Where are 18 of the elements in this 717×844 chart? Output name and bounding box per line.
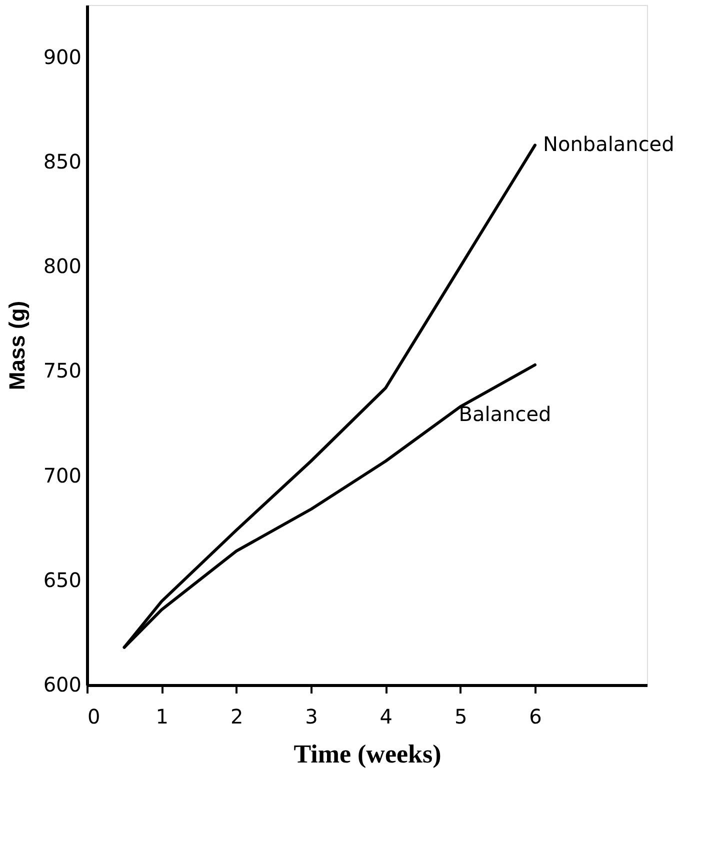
x-axis-title: Time (weeks)	[294, 740, 442, 768]
x-tick-label: 0	[88, 704, 100, 728]
x-tick-label: 1	[156, 704, 169, 728]
y-tick-label: 600	[43, 672, 82, 696]
y-tick-label: 650	[43, 568, 82, 592]
series-label: Nonbalanced	[543, 132, 674, 156]
x-tick-label: 3	[305, 704, 318, 728]
y-tick-label: 750	[43, 358, 82, 383]
y-tick-label: 850	[43, 149, 82, 174]
y-tick-label: 900	[43, 44, 82, 69]
series-label: Balanced	[458, 402, 552, 426]
y-tick-label: 800	[43, 254, 82, 278]
y-axis-title: Mass (g)	[4, 300, 30, 390]
x-tick-label: 5	[454, 704, 468, 728]
x-tick-label: 4	[380, 704, 393, 728]
y-tick-label: 700	[43, 463, 82, 488]
x-tick-label: 6	[529, 704, 542, 728]
x-tick-label: 2	[230, 704, 244, 728]
